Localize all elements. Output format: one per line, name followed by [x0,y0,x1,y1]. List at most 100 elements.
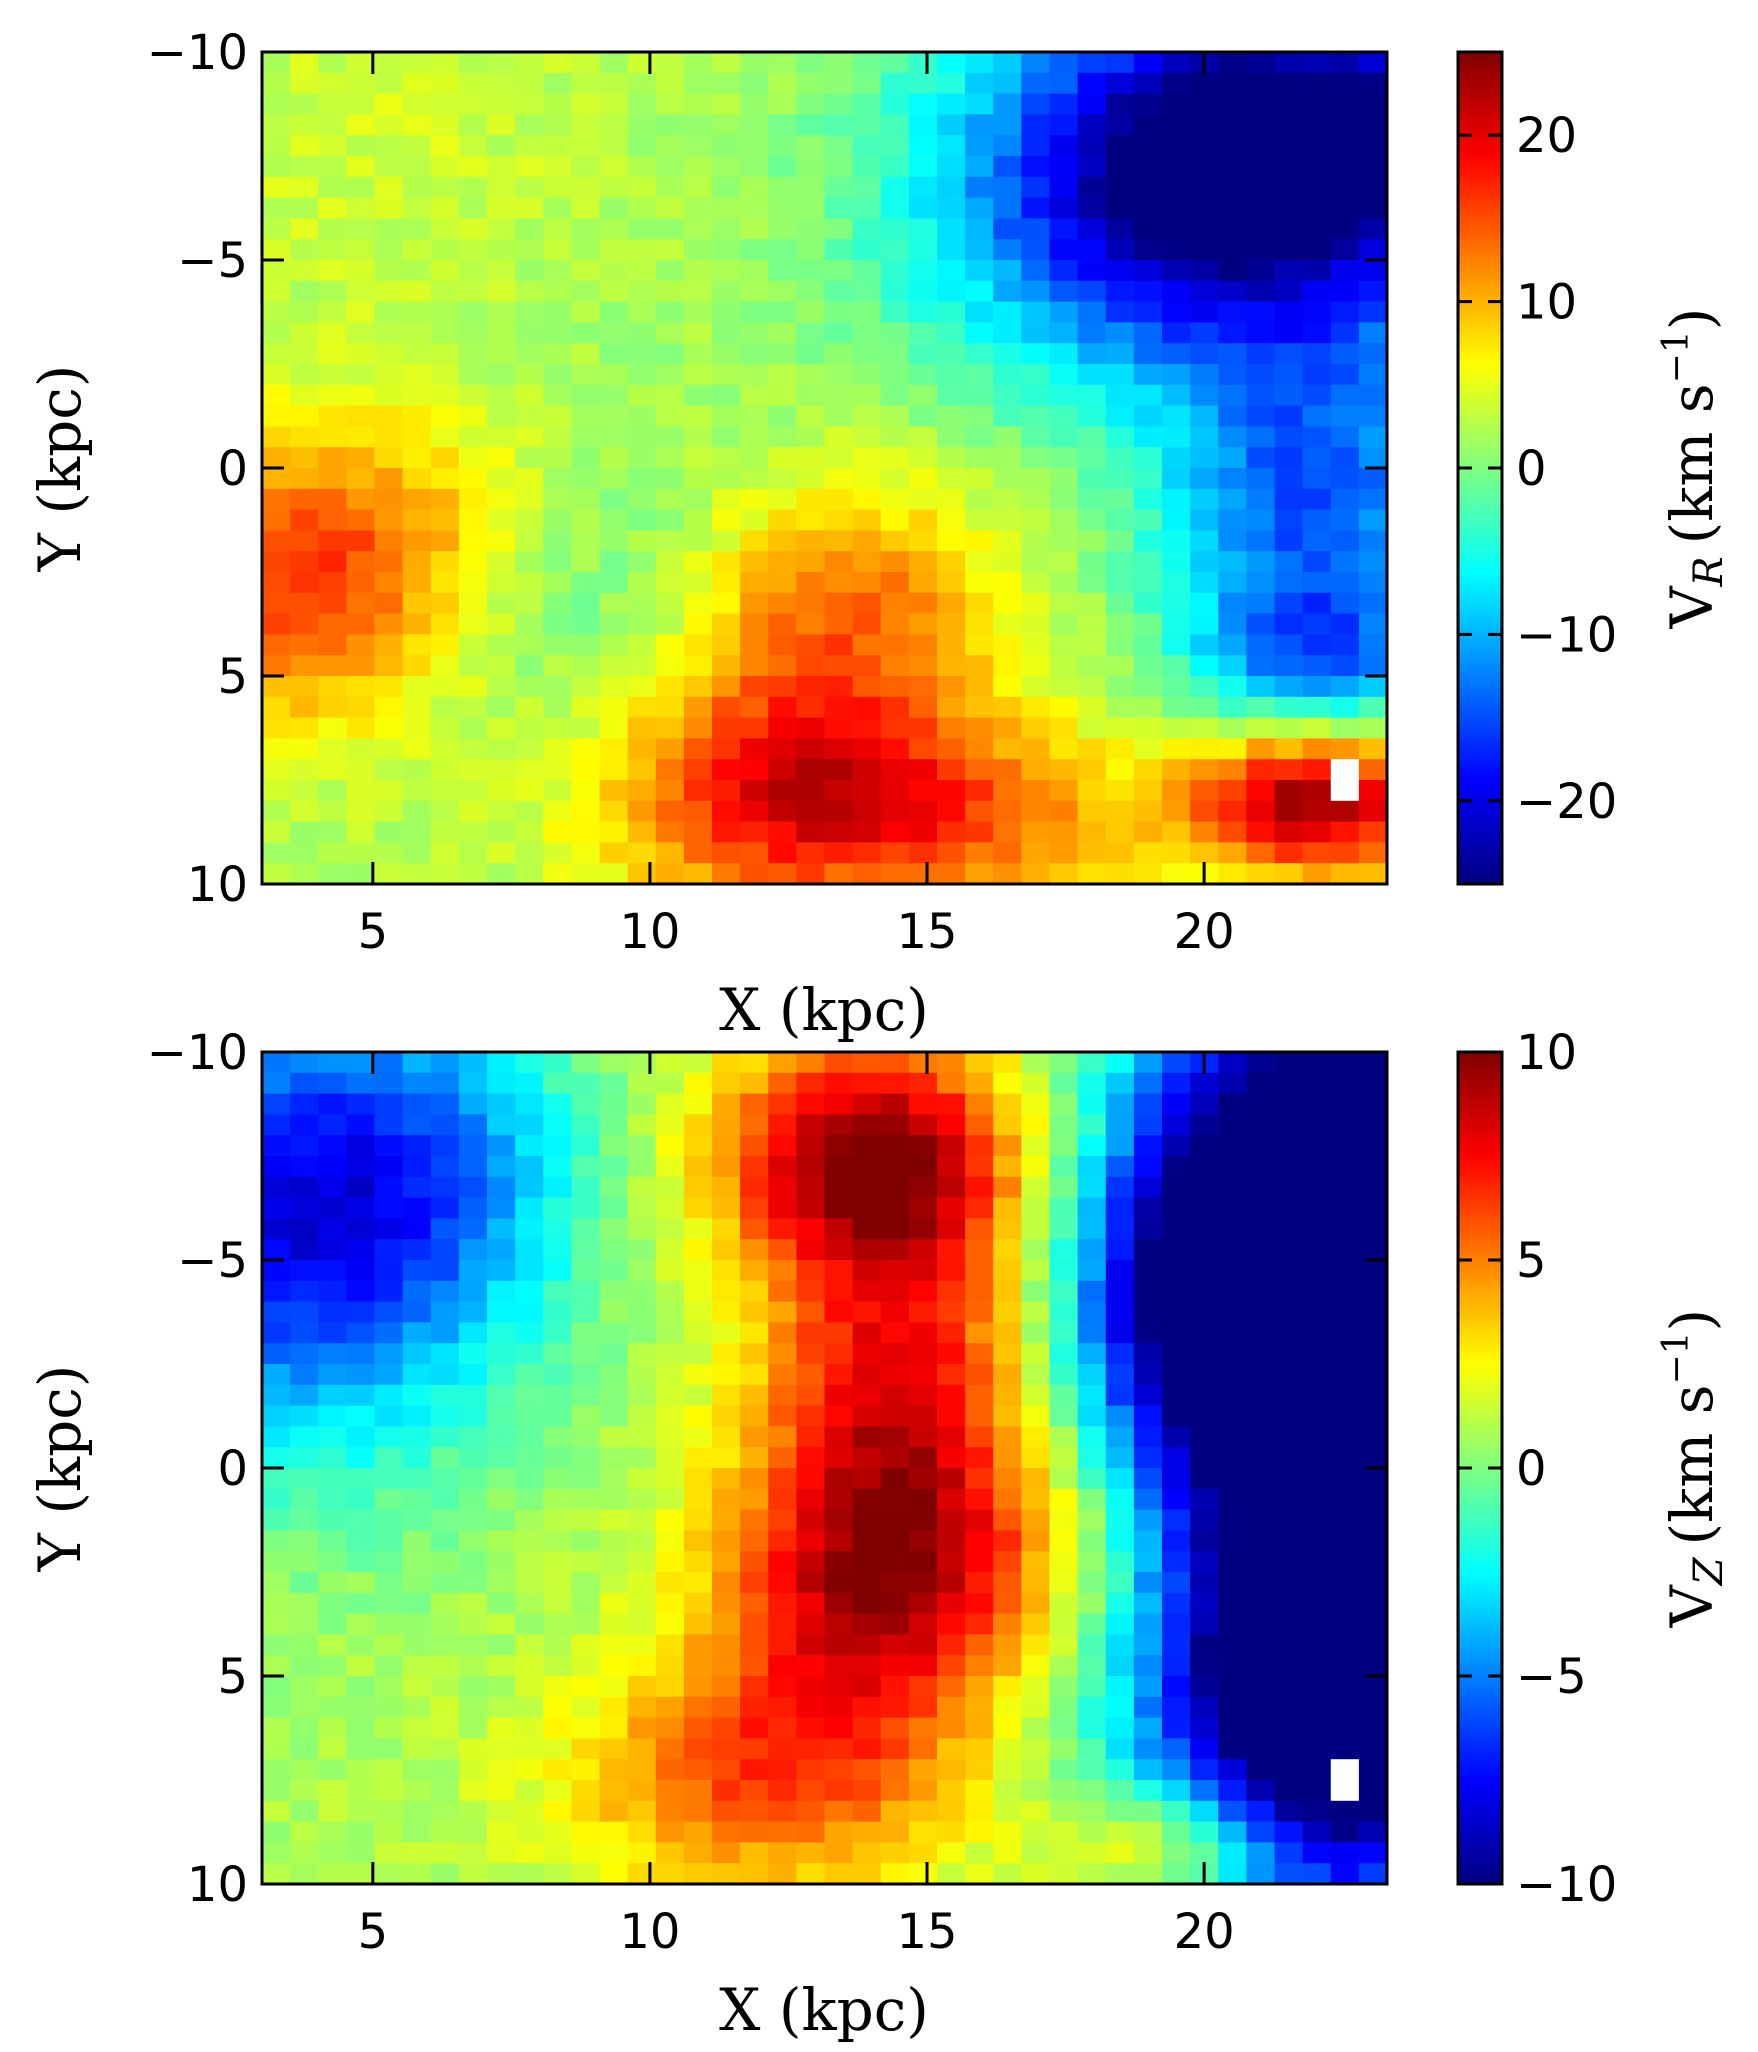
heatmap-cell [1077,1426,1107,1448]
heatmap-cell [1358,1260,1388,1282]
heatmap-cell [796,800,826,823]
heatmap-cell [543,364,572,386]
heatmap-cell [1077,343,1107,365]
heatmap-cell [768,1384,797,1407]
heatmap-cell [993,1488,1022,1511]
heatmap-cell [740,863,769,885]
heatmap-cell [1077,1676,1107,1698]
heatmap-cell [571,1364,601,1386]
heatmap-cell [1162,1655,1191,1677]
heatmap-cell [290,1093,319,1115]
heatmap-cell [1274,114,1304,136]
heatmap-cell [1077,1114,1107,1136]
heatmap-cell [262,1696,291,1719]
heatmap-cell [290,1468,319,1490]
heatmap-cell [908,135,938,157]
heatmap-cell [402,1572,432,1594]
heatmap-cell [430,780,460,802]
heatmap-cell [346,821,376,843]
heatmap-cell [740,759,769,781]
heatmap-cell [1162,1260,1191,1282]
heatmap-cell [1274,1572,1304,1594]
heatmap-cell [880,1468,910,1490]
heatmap-cell [852,488,882,511]
heatmap-cell [1190,1759,1219,1781]
heatmap-cell [740,384,769,407]
colorbar-segment [1458,1301,1502,1307]
heatmap-cell [768,1114,797,1136]
colorbar-segment [1458,834,1502,839]
heatmap-cell [543,135,572,157]
colorbar-segment [1458,767,1502,773]
heatmap-cell [346,343,376,365]
heatmap-cell [1162,676,1191,698]
heatmap-cell [1105,156,1135,178]
colorbar-segment [1458,1430,1502,1436]
heatmap-cell [318,405,347,427]
colorbar-segment [1458,671,1502,677]
heatmap-cell [487,1384,516,1407]
colorbar-segment [1458,243,1502,249]
heatmap-cell [796,301,826,323]
colorbar-segment [1458,1247,1502,1253]
heatmap-cell [937,1072,966,1095]
heatmap-cell [515,52,544,74]
heatmap-cell [543,468,572,490]
heatmap-cell [571,572,601,594]
heatmap-cell [599,1072,629,1095]
heatmap-cell [571,1738,601,1760]
heatmap-cell [1105,405,1135,427]
heatmap-cell [262,93,291,115]
heatmap-cell [430,447,460,469]
heatmap-cell [768,1488,797,1511]
heatmap-cell [1330,551,1360,573]
colorbar-segment [1458,122,1502,128]
colorbar-segment [1458,1089,1502,1095]
heatmap-cell [1021,1343,1051,1365]
heatmap-cell [430,1364,460,1386]
heatmap-cell [543,1780,572,1802]
heatmap-cell [1077,135,1107,157]
colorbar-segment [1458,1364,1502,1369]
colorbar-segment [1458,1284,1502,1290]
heatmap-cell [1274,384,1304,407]
heatmap-cell [1077,1218,1107,1240]
heatmap-cell [824,1780,854,1802]
colorbar-segment [1458,626,1502,631]
heatmap-cell [1358,1613,1388,1635]
heatmap-cell [627,759,657,781]
heatmap-cell [824,1384,854,1407]
heatmap-cell [487,1551,516,1573]
heatmap-cell [740,738,769,760]
colorbar-segment [1458,247,1502,253]
heatmap-cell [402,1322,432,1344]
heatmap-cell [1358,1239,1388,1261]
heatmap-cell [1302,218,1332,240]
heatmap-cell [683,613,713,635]
heatmap-cell [1049,1800,1079,1823]
heatmap-cell [1077,1197,1107,1219]
heatmap-cell [1133,1842,1163,1864]
heatmap-cell [458,280,488,303]
colorbar-segment [1458,663,1502,669]
heatmap-cell [1021,1780,1051,1802]
colorbar-segment [1458,455,1502,461]
heatmap-cell [1218,1176,1247,1199]
heatmap-cell [908,1072,938,1095]
heatmap-cell [402,1530,432,1552]
heatmap-cell [824,1072,854,1095]
heatmap-cell [1077,218,1107,240]
heatmap-cell [908,1135,938,1157]
heatmap-cell [796,676,826,698]
heatmap-cell [262,1738,291,1760]
heatmap-cell [402,239,432,261]
heatmap-cell [768,1343,797,1365]
heatmap-cell [318,1343,347,1365]
heatmap-cell [430,52,460,74]
heatmap-cell [908,322,938,344]
heatmap-cell [1274,572,1304,594]
colorbar-segment [1458,384,1502,390]
heatmap-cell [430,634,460,656]
heatmap-cell [1049,821,1079,843]
heatmap-cell [683,572,713,594]
